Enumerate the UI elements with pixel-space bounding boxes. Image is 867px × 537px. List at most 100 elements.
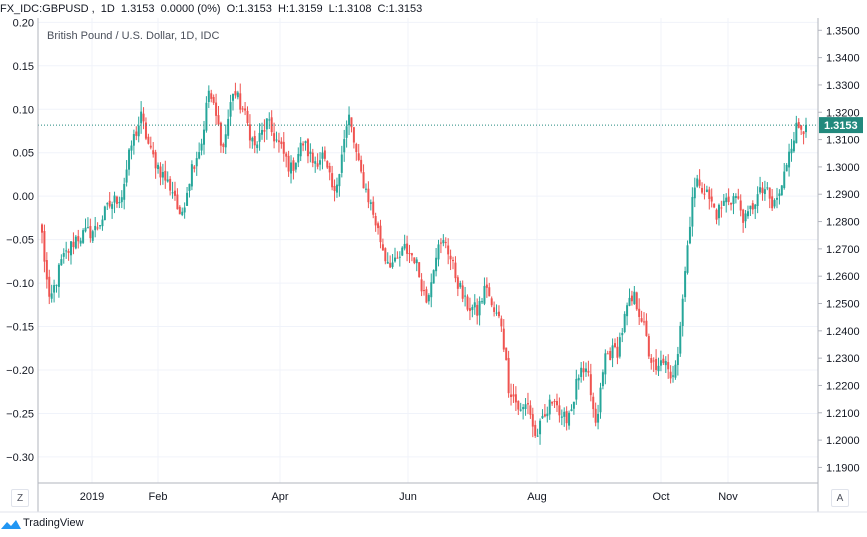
candle-body [275, 139, 278, 141]
tradingview-logo-icon[interactable] [0, 516, 22, 532]
candle-body [304, 141, 307, 144]
candle-body [144, 122, 147, 139]
price-tag [819, 117, 863, 134]
candle-body [193, 166, 196, 169]
candle-body [386, 261, 389, 264]
candle-body [447, 245, 450, 255]
candle-body [444, 242, 447, 244]
candle-body [773, 200, 776, 207]
candle-body [510, 394, 513, 397]
symbol-label[interactable]: FX_IDC:GBPUSD [0, 3, 89, 15]
candle-body [111, 204, 114, 209]
candle-body [79, 240, 82, 244]
time-axis-label: Oct [652, 491, 669, 503]
candle-body [522, 407, 525, 410]
candle-body [258, 132, 261, 142]
candle-body [483, 285, 486, 304]
right-axis-tick: 1.3400 [826, 53, 860, 65]
candle-body [224, 134, 227, 148]
candle-body [374, 215, 377, 226]
candle-body [326, 161, 329, 168]
time-axis-label: Apr [271, 491, 288, 503]
candle-body [391, 262, 394, 267]
candle-body [478, 301, 481, 316]
zoom-button[interactable]: Z [11, 489, 29, 507]
candle-body [710, 196, 713, 202]
candle-body [377, 223, 380, 229]
candle-body [609, 350, 612, 361]
candle-body [524, 404, 527, 409]
candle-body [759, 187, 762, 193]
candle-body [299, 142, 302, 157]
candle-body [106, 203, 109, 205]
candle-body [805, 125, 807, 133]
candle-body [555, 401, 558, 406]
candle-body [43, 230, 46, 262]
candle-body [425, 289, 428, 303]
candle-body [732, 196, 735, 205]
candle-body [725, 197, 728, 203]
candle-body [236, 92, 239, 98]
candle-body [343, 139, 346, 153]
time-axis-label: Feb [149, 491, 168, 503]
candle-body [152, 150, 155, 155]
candle-body [589, 374, 592, 396]
right-axis-tick: 1.2300 [826, 353, 860, 365]
candle-body [60, 259, 63, 266]
candle-body [490, 298, 493, 306]
candle-body [195, 158, 198, 167]
candle-body [251, 137, 254, 142]
candle-body [730, 202, 733, 205]
candle-body [614, 343, 616, 348]
candle-body [519, 409, 522, 411]
candle-body [166, 179, 169, 182]
candle-body [265, 118, 268, 130]
candle-body [161, 171, 164, 178]
candle-body [396, 257, 399, 259]
candle-body [684, 271, 687, 298]
candle-body [560, 416, 563, 418]
candle-body [413, 257, 416, 264]
candle-body [659, 360, 662, 366]
candle-body [406, 243, 409, 254]
candle-body [321, 152, 324, 159]
candle-body [103, 206, 106, 221]
candle-body [367, 188, 370, 203]
candle-body [526, 403, 529, 405]
candle-body [744, 213, 747, 222]
time-axis-label: Aug [527, 491, 547, 503]
candle-body [488, 287, 491, 297]
time-axis-label: Nov [718, 491, 738, 503]
candle-body [415, 259, 418, 264]
candle-body [577, 377, 580, 381]
candle-body [147, 136, 150, 144]
candle-body [517, 400, 520, 410]
candle-body [456, 277, 459, 289]
auto-scale-button[interactable]: A [831, 489, 849, 507]
candle-body [171, 192, 174, 194]
candle-body [357, 153, 360, 161]
candle-body [91, 231, 94, 241]
candle-body [696, 178, 699, 187]
candle-body [650, 357, 653, 363]
candle-body [628, 297, 631, 306]
candle-body [493, 307, 496, 312]
candle-body [669, 371, 672, 379]
candle-body [655, 358, 658, 371]
candle-body [604, 353, 607, 375]
interval-label[interactable]: 1D [100, 3, 115, 15]
candle-body [575, 378, 578, 400]
candle-body [314, 161, 317, 164]
candle-body [461, 285, 464, 299]
candle-body [210, 93, 213, 99]
left-axis-tick: −0.30 [6, 452, 34, 464]
candle-body [205, 102, 208, 131]
candle-body [468, 308, 471, 311]
candle-body [74, 236, 77, 249]
change-label: 0.0000 (0%) [160, 3, 221, 15]
candle-body [505, 347, 508, 361]
brand-name[interactable]: TradingView [23, 517, 84, 529]
candle-body [401, 247, 404, 256]
candle-body [481, 301, 484, 303]
